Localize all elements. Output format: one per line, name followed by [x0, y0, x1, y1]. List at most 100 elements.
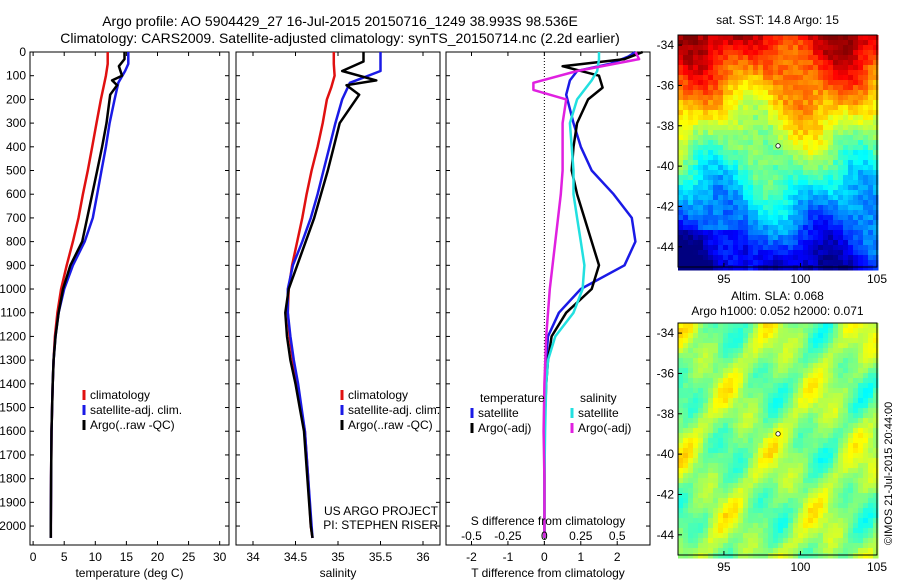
heatmap-cell: [738, 70, 744, 76]
heatmap-cell: [868, 493, 874, 499]
heatmap-cell: [843, 260, 849, 266]
heatmap-cell: [823, 140, 829, 146]
heatmap-cell: [738, 423, 744, 429]
heatmap-cell: [763, 180, 769, 186]
heatmap-cell: [693, 473, 699, 479]
heatmap-cell: [798, 245, 804, 251]
heatmap-cell: [733, 403, 739, 409]
heatmap-cell: [728, 443, 734, 449]
heatmap-cell: [813, 175, 819, 181]
heatmap-cell: [853, 220, 859, 226]
heatmap-cell: [773, 333, 779, 339]
heatmap-cell: [713, 518, 719, 524]
heatmap-cell: [858, 80, 864, 86]
heatmap-cell: [743, 543, 749, 549]
heatmap-cell: [773, 215, 779, 221]
heatmap-cell: [778, 498, 784, 504]
heatmap-cell: [708, 428, 714, 434]
heatmap-cell: [793, 205, 799, 211]
heatmap-cell: [748, 245, 754, 251]
heatmap-cell: [768, 528, 774, 534]
legend-label: Argo(-adj): [478, 421, 531, 435]
heatmap-cell: [808, 50, 814, 56]
heatmap-cell: [768, 383, 774, 389]
heatmap-cell: [853, 348, 859, 354]
heatmap-cell: [703, 358, 709, 364]
legend-label: satellite-adj. clim.: [348, 403, 440, 417]
heatmap-cell: [868, 523, 874, 529]
heatmap-cell: [798, 453, 804, 459]
heatmap-cell: [708, 260, 714, 266]
heatmap-cell: [818, 265, 824, 271]
heatmap-cell: [778, 398, 784, 404]
heatmap-cell: [808, 398, 814, 404]
heatmap-cell: [713, 398, 719, 404]
heatmap-cell: [853, 448, 859, 454]
heatmap-cell: [848, 323, 854, 329]
heatmap-cell: [873, 463, 879, 469]
heatmap-cell: [768, 418, 774, 424]
heatmap-cell: [848, 448, 854, 454]
heatmap-cell: [833, 125, 839, 131]
heatmap-cell: [798, 473, 804, 479]
heatmap-cell: [853, 170, 859, 176]
heatmap-cell: [708, 170, 714, 176]
heatmap-cell: [853, 120, 859, 126]
heatmap-cell: [708, 235, 714, 241]
heatmap-cell: [718, 180, 724, 186]
heatmap-cell: [718, 200, 724, 206]
heatmap-cell: [768, 115, 774, 121]
heatmap-cell: [763, 245, 769, 251]
heatmap-cell: [713, 110, 719, 116]
heatmap-cell: [748, 210, 754, 216]
heatmap-cell: [683, 473, 689, 479]
heatmap-cell: [733, 260, 739, 266]
heatmap-cell: [868, 513, 874, 519]
heatmap-cell: [788, 393, 794, 399]
heatmap-cell: [708, 403, 714, 409]
heatmap-cell: [713, 468, 719, 474]
heatmap-cell: [683, 378, 689, 384]
heatmap-cell: [753, 125, 759, 131]
heatmap-cell: [748, 110, 754, 116]
heatmap-cell: [683, 140, 689, 146]
heatmap-cell: [798, 428, 804, 434]
heatmap-cell: [758, 75, 764, 81]
heatmap-cell: [813, 135, 819, 141]
heatmap-cell: [778, 443, 784, 449]
heatmap-cell: [868, 478, 874, 484]
heatmap-cell: [813, 165, 819, 171]
heatmap-cell: [778, 195, 784, 201]
heatmap-cell: [818, 230, 824, 236]
heatmap-cell: [828, 363, 834, 369]
heatmap-cell: [733, 160, 739, 166]
heatmap-cell: [788, 35, 794, 41]
heatmap-cell: [723, 175, 729, 181]
heatmap-cell: [688, 135, 694, 141]
heatmap-cell: [683, 408, 689, 414]
heatmap-cell: [843, 45, 849, 51]
heatmap-cell: [688, 538, 694, 544]
heatmap-cell: [838, 393, 844, 399]
heatmap-cell: [818, 115, 824, 121]
heatmap-cell: [698, 488, 704, 494]
heatmap-cell: [713, 65, 719, 71]
heatmap-cell: [738, 245, 744, 251]
heatmap-cell: [828, 463, 834, 469]
heatmap-cell: [693, 240, 699, 246]
heatmap-cell: [768, 443, 774, 449]
heatmap-cell: [783, 338, 789, 344]
heatmap-cell: [738, 235, 744, 241]
heatmap-cell: [868, 255, 874, 261]
heatmap-cell: [873, 548, 879, 554]
heatmap-cell: [853, 543, 859, 549]
map-x-tick-label: 95: [717, 560, 731, 574]
heatmap-cell: [863, 428, 869, 434]
heatmap-cell: [728, 473, 734, 479]
heatmap-cell: [703, 235, 709, 241]
heatmap-cell: [708, 498, 714, 504]
heatmap-cell: [843, 75, 849, 81]
heatmap-cell: [743, 75, 749, 81]
heatmap-cell: [803, 250, 809, 256]
heatmap-cell: [783, 40, 789, 46]
